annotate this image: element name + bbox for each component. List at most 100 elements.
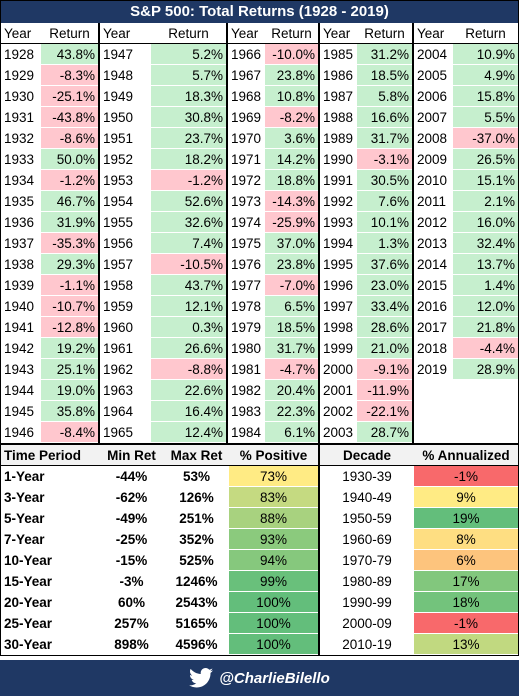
summary-row: 20-Year 60% 2543% 100% 1990-99 18% xyxy=(1,591,518,613)
percent-annualized: -1% xyxy=(414,612,518,634)
return-cell: -10.7% xyxy=(41,295,100,317)
return-cell: 35.8% xyxy=(41,400,100,422)
year-cell: 1992 xyxy=(319,190,357,212)
percent-annualized: -1% xyxy=(414,465,518,487)
header-cell: Return xyxy=(453,23,518,44)
min-return: -15% xyxy=(99,549,164,571)
max-return: 1246% xyxy=(164,570,229,592)
year-cell: 2007 xyxy=(413,106,453,128)
returns-table: Year Return Year Return Year Return Year Return… xyxy=(1,23,518,443)
return-cell: 20.4% xyxy=(265,379,320,401)
return-cell: 19.0% xyxy=(41,379,100,401)
year-cell: 1938 xyxy=(1,253,41,275)
decade: 1960-69 xyxy=(319,528,414,550)
max-return: 53% xyxy=(164,465,229,487)
empty-cell xyxy=(413,379,453,401)
year-cell: 1970 xyxy=(227,127,265,149)
year-cell: 1954 xyxy=(99,190,151,212)
year-cell: 2011 xyxy=(413,190,453,212)
header-cell: Year xyxy=(319,23,357,44)
percent-annualized: 13% xyxy=(414,633,518,655)
summary-row: 30-Year 898% 4596% 100% 2010-19 13% xyxy=(1,633,518,655)
data-row: 1928 43.8% 1947 5.2% 1966 -10.0% 1985 31.2% 2004… xyxy=(1,43,518,65)
max-return: 525% xyxy=(164,549,229,571)
year-cell: 1928 xyxy=(1,43,41,65)
decade: 1970-79 xyxy=(319,549,414,571)
return-cell: 31.2% xyxy=(357,43,414,65)
return-cell: 23.7% xyxy=(151,127,228,149)
empty-cell xyxy=(413,400,453,422)
return-cell: 18.8% xyxy=(265,169,320,191)
year-cell: 1988 xyxy=(319,106,357,128)
return-cell: -43.8% xyxy=(41,106,100,128)
year-cell: 2006 xyxy=(413,85,453,107)
return-cell: -14.3% xyxy=(265,190,320,212)
summary-row: 5-Year -49% 251% 88% 1950-59 19% xyxy=(1,507,518,529)
return-cell: -10.0% xyxy=(265,43,320,65)
year-cell: 2010 xyxy=(413,169,453,191)
max-return: 2543% xyxy=(164,591,229,613)
year-cell: 1990 xyxy=(319,148,357,170)
return-cell: 7.4% xyxy=(151,232,228,254)
min-return: 60% xyxy=(99,591,164,613)
empty-cell xyxy=(453,379,518,401)
year-cell: 1968 xyxy=(227,85,265,107)
min-return: -3% xyxy=(99,570,164,592)
decade: 1930-39 xyxy=(319,465,414,487)
year-cell: 2005 xyxy=(413,64,453,86)
summary-row: 15-Year -3% 1246% 99% 1980-89 17% xyxy=(1,570,518,592)
year-cell: 1942 xyxy=(1,337,41,359)
year-cell: 1935 xyxy=(1,190,41,212)
year-cell: 1967 xyxy=(227,64,265,86)
return-cell: 4.9% xyxy=(453,64,518,86)
year-cell: 2003 xyxy=(319,421,357,443)
header-cell: Return xyxy=(357,23,414,44)
return-cell: 13.7% xyxy=(453,253,518,275)
return-cell: 30.8% xyxy=(151,106,228,128)
return-cell: 23.8% xyxy=(265,253,320,275)
year-cell: 1966 xyxy=(227,43,265,65)
year-cell: 1985 xyxy=(319,43,357,65)
return-cell: 15.1% xyxy=(453,169,518,191)
year-cell: 1983 xyxy=(227,400,265,422)
min-return: 257% xyxy=(99,612,164,634)
year-cell: 1932 xyxy=(1,127,41,149)
year-cell: 1952 xyxy=(99,148,151,170)
year-cell: 1984 xyxy=(227,421,265,443)
min-return: -25% xyxy=(99,528,164,550)
header-cell: Time Period xyxy=(1,444,99,466)
empty-cell xyxy=(413,421,453,443)
year-cell: 1941 xyxy=(1,316,41,338)
empty-cell xyxy=(453,400,518,422)
header-cell: Year xyxy=(1,23,41,44)
data-row: 1942 19.2% 1961 26.6% 1980 31.7% 1999 21.0% 2018… xyxy=(1,337,518,359)
summary-row: 7-Year -25% 352% 93% 1960-69 8% xyxy=(1,528,518,550)
summary-row: 3-Year -62% 126% 83% 1940-49 9% xyxy=(1,486,518,508)
return-cell: 33.4% xyxy=(357,295,414,317)
return-cell: 32.6% xyxy=(151,211,228,233)
percent-positive: 100% xyxy=(229,591,320,613)
year-cell: 1987 xyxy=(319,85,357,107)
time-period: 15-Year xyxy=(1,570,99,592)
data-row: 1940 -10.7% 1959 12.1% 1978 6.5% 1997 33.4% 2016… xyxy=(1,295,518,317)
return-cell: 12.4% xyxy=(151,421,228,443)
year-cell: 2000 xyxy=(319,358,357,380)
return-cell: 10.1% xyxy=(357,211,414,233)
twitter-icon xyxy=(189,668,214,688)
year-cell: 1937 xyxy=(1,232,41,254)
max-return: 4596% xyxy=(164,633,229,655)
decade: 1990-99 xyxy=(319,591,414,613)
year-cell: 1939 xyxy=(1,274,41,296)
header-cell: Decade xyxy=(319,444,414,466)
header-cell: Return xyxy=(265,23,320,44)
return-cell: 7.6% xyxy=(357,190,414,212)
footer: @CharlieBilello xyxy=(0,660,519,696)
year-cell: 1934 xyxy=(1,169,41,191)
time-period: 1-Year xyxy=(1,465,99,487)
header-cell: Min Ret xyxy=(99,444,164,466)
year-cell: 2012 xyxy=(413,211,453,233)
data-row: 1935 46.7% 1954 52.6% 1973 -14.3% 1992 7.6% 2011… xyxy=(1,190,518,212)
year-cell: 1950 xyxy=(99,106,151,128)
summary-row: 10-Year -15% 525% 94% 1970-79 6% xyxy=(1,549,518,571)
data-row: 1938 29.3% 1957 -10.5% 1976 23.8% 1995 37.6% 201… xyxy=(1,253,518,275)
